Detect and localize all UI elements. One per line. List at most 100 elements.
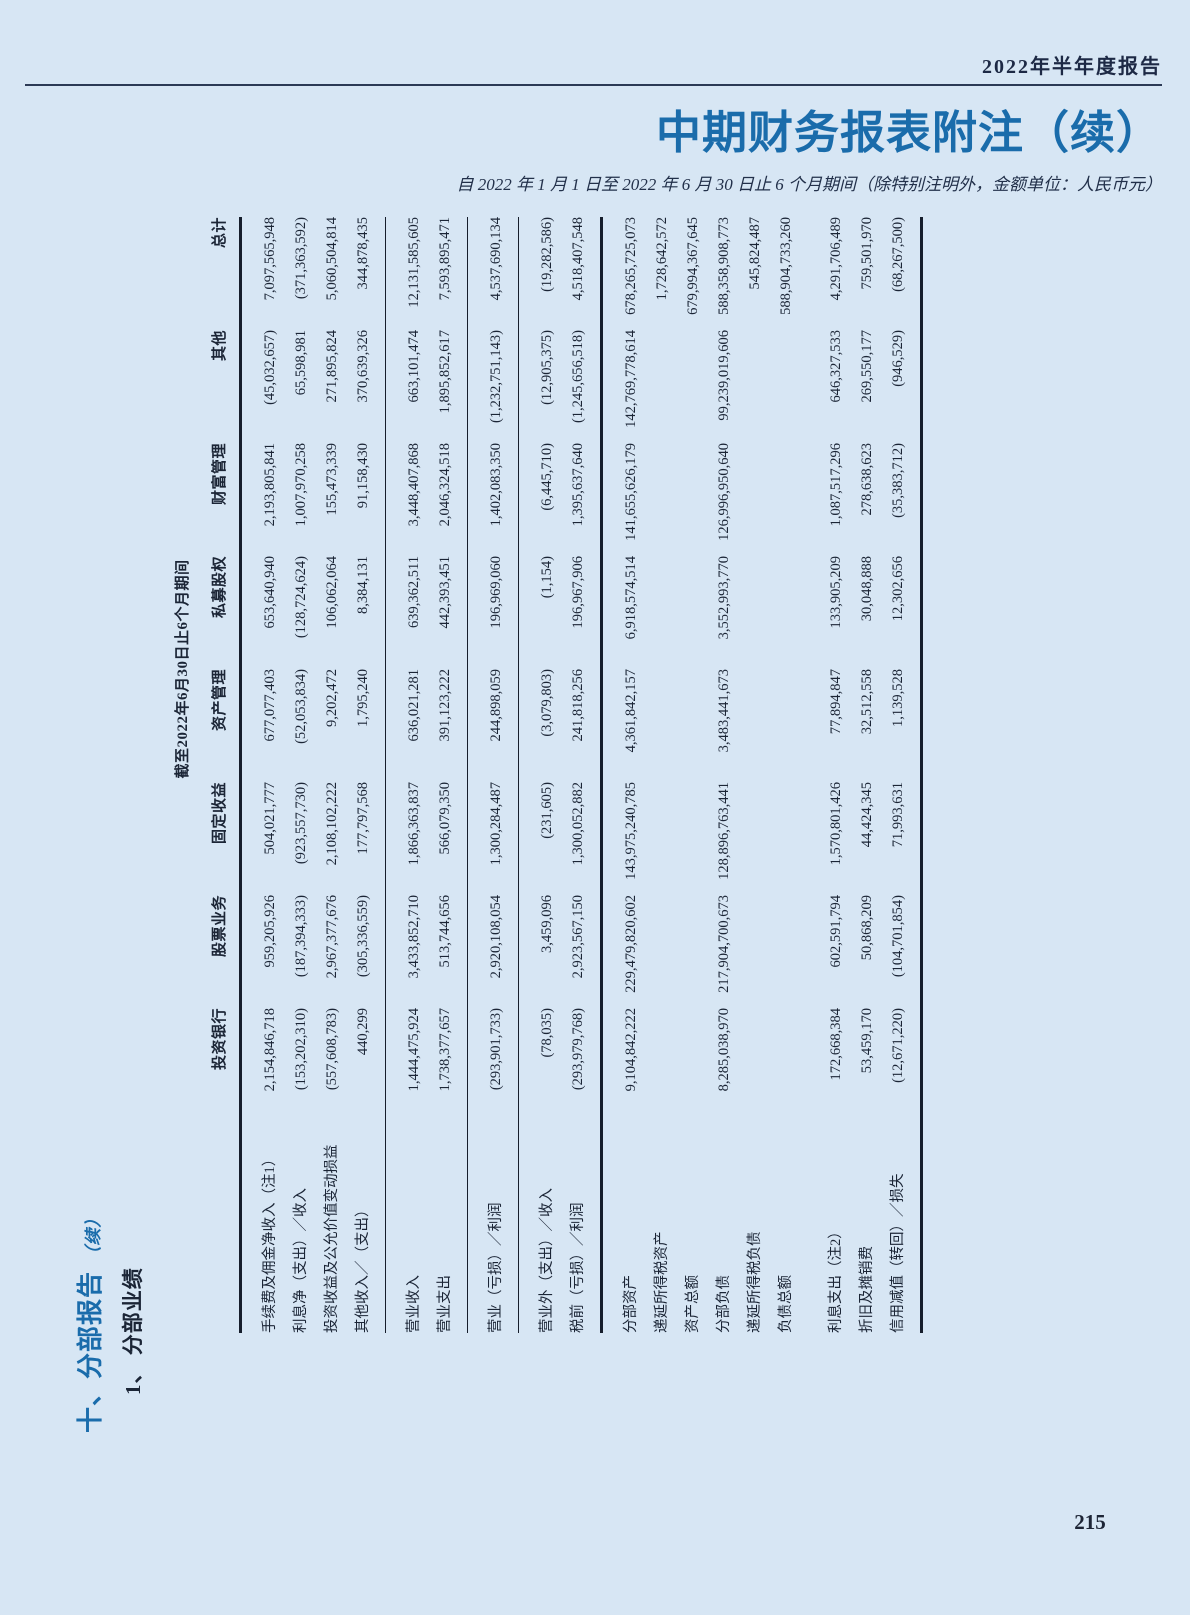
cell-value: [771, 1008, 808, 1121]
cell-value: 679,994,367,645: [685, 216, 701, 315]
cell-value: 1,895,852,617: [437, 330, 453, 414]
cell-value: [647, 443, 678, 556]
row-label: 利息净（支出）／收入: [293, 1188, 309, 1333]
cell-value: [647, 782, 678, 895]
cell-value: [647, 895, 678, 1008]
column-header: 其他: [212, 330, 228, 362]
cell-value: [678, 895, 709, 1008]
table-row: 递延所得税负债 545,824,487: [740, 217, 771, 1333]
cell-value: (52,053,834): [293, 669, 309, 744]
cell-value: 1,395,637,640: [570, 443, 586, 527]
column-header: 财富管理: [212, 443, 228, 506]
cell-value: 344,878,435: [355, 216, 371, 290]
cell-value: 1,444,475,924: [406, 1008, 422, 1092]
row-group: 营业外（支出）／收入 (78,035) 3,459,096 (231,605) (3,0…: [518, 216, 602, 1333]
section-heading: 十、分部报告 （续）: [70, 213, 107, 1433]
cell-value: 1,007,970,258: [293, 443, 309, 527]
cell-value: 2,967,377,676: [324, 895, 340, 979]
cell-value: 106,062,064: [324, 556, 340, 629]
spacer-cell: [208, 1121, 241, 1333]
row-label: 信用减值（转回）／损失: [890, 1173, 906, 1334]
cell-value: 646,327,533: [828, 330, 844, 403]
column-header: 资产管理: [212, 669, 228, 732]
cell-value: 4,518,407,548: [570, 216, 586, 301]
page-title: 中期财务报表附注（续）: [655, 108, 1162, 158]
cell-value: 3,552,993,770: [716, 556, 732, 640]
cell-value: [678, 1008, 709, 1121]
cell-value: 1,300,052,882: [570, 782, 586, 866]
cell-value: [740, 556, 771, 669]
table-row: 投资收益及公允价值变动损益 (557,608,783) 2,967,377,676 2…: [317, 217, 348, 1333]
cell-value: 504,021,777: [262, 782, 278, 855]
cell-value: (557,608,783): [324, 1008, 340, 1091]
table-row: 分部负债 8,285,038,970 217,904,700,673 128,896,…: [709, 217, 740, 1333]
table-row: 资产总额 679,994,367,645: [678, 217, 709, 1333]
cell-value: [678, 330, 709, 443]
cell-value: (78,035): [539, 1008, 555, 1058]
cell-value: [740, 669, 771, 782]
cell-value: 30,048,888: [859, 556, 875, 622]
cell-value: [740, 782, 771, 895]
table-row: 利息支出（注2） 172,668,384 602,591,794 1,570,801,…: [808, 217, 852, 1333]
cell-value: 143,975,240,785: [623, 782, 639, 880]
row-label: 分部负债: [716, 1275, 732, 1333]
cell-value: 141,655,626,179: [623, 443, 639, 541]
cell-value: 71,993,631: [890, 782, 906, 848]
cell-value: 636,021,281: [406, 669, 422, 742]
cell-value: 6,918,574,514: [623, 556, 639, 640]
cell-value: 269,550,177: [859, 330, 875, 403]
table-row: 折旧及摊销费 53,459,170 50,868,209 44,424,345 32,5…: [852, 217, 883, 1333]
cell-value: 12,302,656: [890, 556, 906, 622]
cell-value: (153,202,310): [293, 1008, 309, 1091]
cell-value: 8,285,038,970: [716, 1008, 732, 1092]
cell-value: 7,593,895,471: [437, 216, 453, 301]
cell-value: [771, 443, 808, 556]
column-header: 股票业务: [212, 895, 228, 958]
cell-value: (923,557,730): [293, 782, 309, 865]
cell-value: (1,245,656,518): [570, 330, 586, 424]
cell-value: 217,904,700,673: [716, 895, 732, 993]
cell-value: 133,905,209: [828, 556, 844, 629]
cell-value: 128,896,763,441: [716, 782, 732, 880]
cell-value: 50,868,209: [859, 895, 875, 961]
cell-value: 91,158,430: [355, 443, 371, 509]
cell-value: 602,591,794: [828, 895, 844, 968]
row-label: 折旧及摊销费: [859, 1246, 875, 1333]
cell-value: 1,570,801,426: [828, 782, 844, 866]
cell-value: 278,638,623: [859, 443, 875, 516]
row-label: 利息支出（注2）: [828, 1224, 844, 1333]
segment-table-wrap: 截至2022年6月30日止6个月期间 投资银行 股票业务 固定收益 资产管理 私募股权 财…: [171, 216, 923, 1334]
cell-value: 759,501,970: [859, 216, 875, 290]
cell-value: 678,265,725,073: [623, 216, 639, 315]
cell-value: [678, 443, 709, 556]
cell-value: 677,077,403: [262, 669, 278, 742]
cell-value: 7,097,565,948: [262, 216, 278, 301]
row-label: 营业外（支出）／收入: [539, 1188, 555, 1333]
spacer-cell: [171, 1121, 208, 1333]
page-subtitle: 自 2022 年 1 月 1 日至 2022 年 6 月 30 日止 6 个月期…: [456, 175, 1163, 194]
cell-value: 2,154,846,718: [262, 1008, 278, 1092]
cell-value: 2,920,108,054: [488, 895, 504, 979]
page-number: 215: [1074, 1510, 1106, 1534]
row-label: 递延所得税负债: [747, 1231, 763, 1334]
row-label: 资产总额: [685, 1275, 701, 1333]
cell-value: (128,724,624): [293, 556, 309, 639]
table-row: 营业收入 1,444,475,924 3,433,852,710 1,866,363,…: [386, 217, 431, 1333]
column-header: 固定收益: [212, 782, 228, 845]
period-header: 截至2022年6月30日止6个月期间: [175, 559, 191, 779]
cell-value: 588,358,908,773: [716, 216, 732, 315]
cell-value: 3,483,441,673: [716, 669, 732, 753]
cell-value: 3,459,096: [539, 895, 555, 953]
cell-value: 155,473,339: [324, 443, 340, 516]
row-label: 营业收入: [406, 1275, 422, 1333]
cell-value: 1,087,517,296: [828, 443, 844, 527]
cell-value: (187,394,333): [293, 895, 309, 978]
row-group: 手续费及佣金净收入（注1） 2,154,846,718 959,205,926 504…: [240, 216, 386, 1334]
cell-value: [647, 330, 678, 443]
cell-value: 2,108,102,222: [324, 782, 340, 866]
period-header-row: 截至2022年6月30日止6个月期间: [171, 217, 208, 1333]
cell-value: 391,123,222: [437, 669, 453, 742]
cell-value: 442,393,451: [437, 556, 453, 629]
row-label: 其他收入／（支出）: [355, 1202, 371, 1334]
